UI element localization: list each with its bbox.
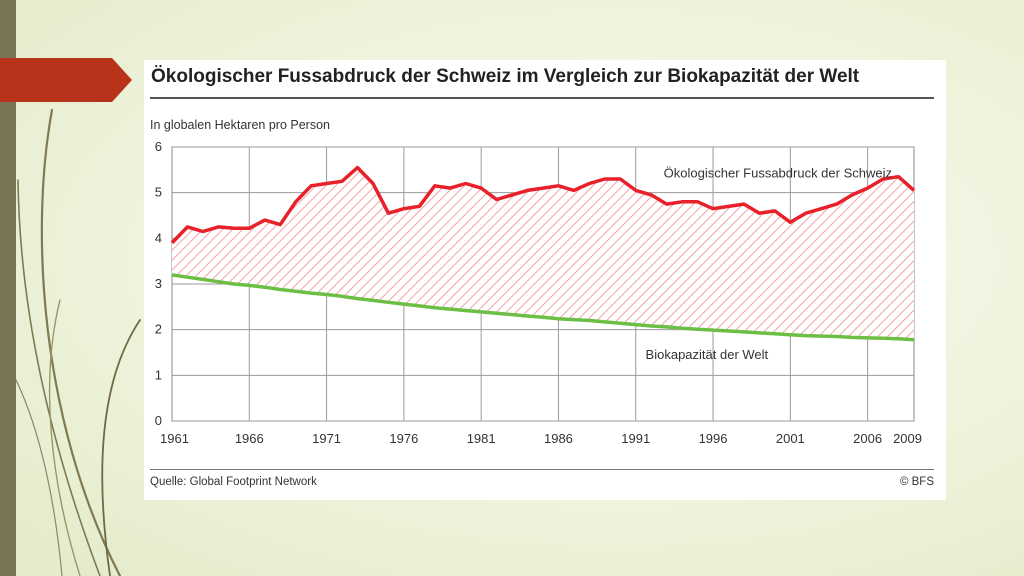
x-tick-label: 1986 xyxy=(544,431,573,446)
y-tick-label: 5 xyxy=(155,185,162,200)
source-note: Quelle: Global Footprint Network xyxy=(150,476,317,488)
x-tick-label: 1966 xyxy=(235,431,264,446)
y-tick-label: 1 xyxy=(155,367,162,382)
x-tick-label: 1996 xyxy=(699,431,728,446)
gap-hatched-area xyxy=(172,167,914,340)
y-tick-label: 4 xyxy=(155,230,162,245)
copyright-note: © BFS xyxy=(899,476,934,488)
left-accent-bar xyxy=(0,0,16,576)
y-axis-label: In globalen Hektaren pro Person xyxy=(150,118,330,132)
footprint-series-line xyxy=(170,165,916,245)
title-arrow-shape xyxy=(0,58,132,102)
y-tick-label: 3 xyxy=(155,276,162,291)
y-tick-label: 2 xyxy=(155,322,162,337)
biocapacity-series-label: Biokapazität der Welt xyxy=(646,347,769,362)
x-tick-label: 2006 xyxy=(853,431,882,446)
y-tick-label: 6 xyxy=(155,139,162,154)
x-tick-label: 2001 xyxy=(776,431,805,446)
chart-plot: 0 1 2 3 4 5 6 1961 1966 1971 1976 1981 1986 1991 1996 2… xyxy=(155,139,922,446)
biocapacity-series-line xyxy=(171,273,915,342)
title-divider xyxy=(150,97,934,99)
x-tick-label: 1991 xyxy=(621,431,650,446)
y-tick-label: 0 xyxy=(155,413,162,428)
chart-card: Ökologischer Fussabdruck der Schweiz im … xyxy=(144,60,946,500)
x-tick-label: 1961 xyxy=(160,431,189,446)
chart-title: Ökologischer Fussabdruck der Schweiz im … xyxy=(151,66,860,87)
x-tick-label: 2009 xyxy=(893,431,922,446)
decorative-swooshes xyxy=(15,108,141,576)
footer-divider xyxy=(150,469,934,470)
x-tick-label: 1981 xyxy=(467,431,496,446)
footprint-series-label: Ökologischer Fussabdruck der Schweiz xyxy=(664,165,892,180)
x-tick-label: 1971 xyxy=(312,431,341,446)
x-tick-label: 1976 xyxy=(389,431,418,446)
